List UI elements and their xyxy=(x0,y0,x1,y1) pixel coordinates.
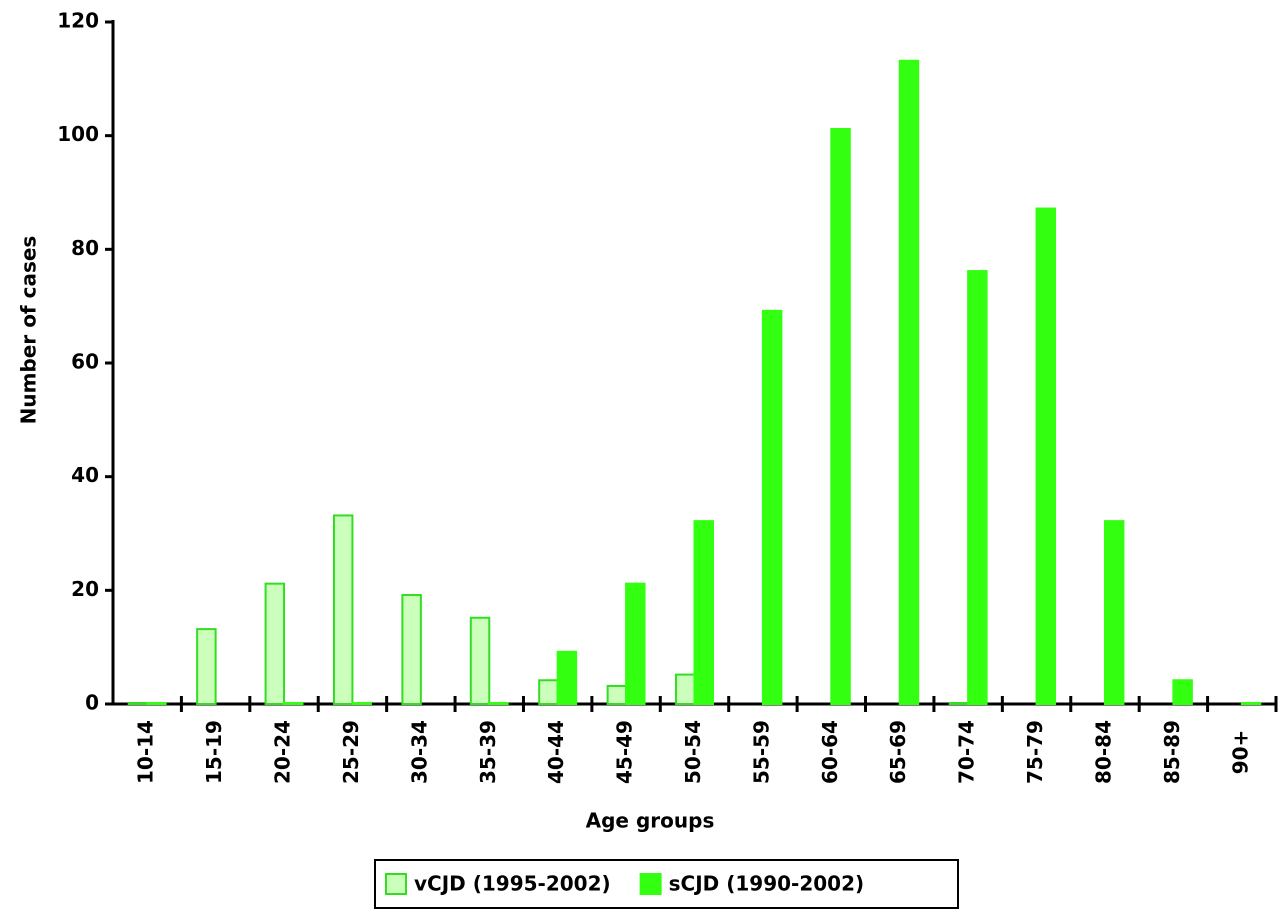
x-tick-label: 75-79 xyxy=(1023,720,1047,784)
y-tick-label: 120 xyxy=(57,9,99,33)
bar xyxy=(625,582,646,706)
x-tick-label: 90+ xyxy=(1228,730,1252,775)
bar xyxy=(1035,207,1057,706)
y-tick-label: 20 xyxy=(71,577,99,601)
bar xyxy=(332,514,354,706)
legend-swatch xyxy=(385,873,407,895)
bar xyxy=(469,616,491,705)
bar xyxy=(401,594,422,705)
y-tick-label: 80 xyxy=(71,236,99,260)
bar xyxy=(538,679,559,705)
y-tick-label: 100 xyxy=(57,122,99,146)
bar xyxy=(127,702,149,705)
bar xyxy=(488,702,509,705)
y-tick-label: 0 xyxy=(85,691,99,715)
bar xyxy=(898,59,920,706)
bar xyxy=(196,628,217,705)
bar xyxy=(283,702,304,705)
bar xyxy=(693,520,714,706)
bar xyxy=(556,650,578,705)
bar xyxy=(1240,702,1262,705)
x-tick-label: 50-54 xyxy=(681,720,705,784)
x-tick-label: 65-69 xyxy=(886,720,910,784)
bar xyxy=(1103,520,1125,706)
bar xyxy=(761,309,783,705)
legend-label: sCJD (1990-2002) xyxy=(669,872,865,896)
x-tick-label: 10-14 xyxy=(134,720,158,784)
x-tick-label: 85-89 xyxy=(1160,720,1184,784)
x-tick-label: 25-29 xyxy=(339,720,363,784)
x-tick-label: 70-74 xyxy=(955,720,979,784)
x-tick-label: 80-84 xyxy=(1091,720,1115,784)
y-tick-label: 60 xyxy=(71,350,99,374)
legend-swatch xyxy=(639,873,662,895)
x-tick-label: 40-44 xyxy=(544,720,568,784)
bar xyxy=(146,702,167,705)
bar xyxy=(830,127,851,705)
x-tick-label: 60-64 xyxy=(818,720,842,784)
bar xyxy=(967,270,988,705)
x-tick-label: 30-34 xyxy=(407,720,431,784)
bar xyxy=(264,582,286,706)
x-tick-label: 20-24 xyxy=(271,720,295,784)
legend-box xyxy=(374,859,959,909)
bar xyxy=(948,702,970,705)
x-tick-label: 55-59 xyxy=(749,720,773,784)
bar xyxy=(675,673,696,705)
bar xyxy=(606,684,628,706)
bar xyxy=(1172,679,1193,705)
x-axis-title: Age groups xyxy=(586,809,715,833)
x-tick-label: 15-19 xyxy=(202,720,226,784)
y-tick-label: 40 xyxy=(71,463,99,487)
y-axis-title: Number of cases xyxy=(17,236,41,425)
x-tick-label: 45-49 xyxy=(613,720,637,784)
x-tick-label: 35-39 xyxy=(476,720,500,784)
legend-label: vCJD (1995-2002) xyxy=(414,872,611,896)
bar xyxy=(351,702,372,705)
